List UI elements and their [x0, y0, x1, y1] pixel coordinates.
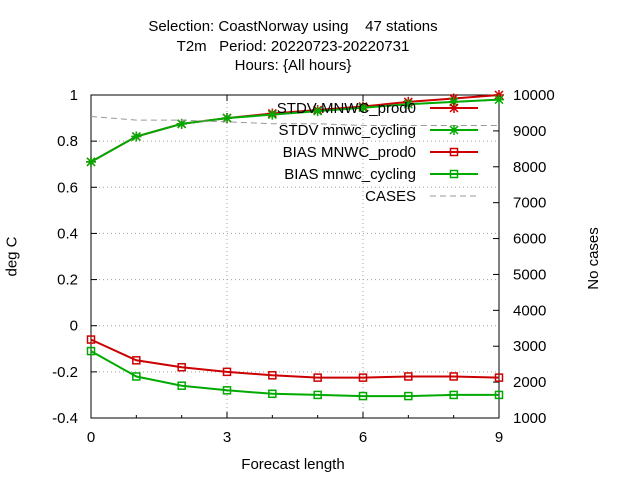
y-tick-label-5: 0.6 — [57, 179, 78, 196]
y-tick-label-1: -0.2 — [52, 364, 78, 381]
series-2-point-3 — [222, 367, 232, 377]
series-3-point-7 — [404, 391, 413, 401]
series-3-point-2 — [177, 381, 186, 390]
y2-axis-label: No cases — [584, 227, 602, 290]
series-1-point-9 — [494, 94, 504, 105]
y2-tick-label-3: 4000 — [513, 302, 546, 319]
y-tick-label-4: 0.4 — [57, 225, 78, 242]
y-tick-label-7: 1 — [70, 87, 78, 104]
legend-label-4: CASES — [365, 188, 416, 205]
series-3-point-6 — [358, 391, 368, 401]
chart-title-line-1: Selection: CoastNorway using 47 stations — [148, 18, 438, 35]
y-tick-label-6: 0.8 — [57, 133, 78, 150]
legend-label-1: STDV mnwc_cycling — [278, 122, 416, 139]
series-3-point-0 — [86, 346, 96, 356]
y-axis-label: deg C — [3, 236, 21, 277]
series-3-point-3 — [222, 386, 232, 395]
y2-tick-label-0: 1000 — [513, 410, 546, 427]
y2-tick-label-6: 7000 — [513, 195, 546, 212]
series-2-point-1 — [132, 356, 141, 365]
x-axis-label: Forecast length — [241, 456, 345, 473]
y2-tick-label-1: 2000 — [513, 374, 546, 391]
chart-title-line-3: Hours: {All hours} — [234, 57, 352, 74]
legend-marker-0 — [449, 103, 459, 113]
y-tick-label-3: 0.2 — [57, 272, 78, 289]
series-2-point-4 — [268, 371, 277, 380]
series-3-point-9 — [494, 390, 504, 400]
series-line-1 — [90, 98, 500, 163]
series-line-3 — [90, 350, 499, 398]
legend-marker-3 — [449, 169, 459, 179]
series-3-point-1 — [132, 372, 141, 381]
y2-tick-label-5: 6000 — [513, 231, 546, 248]
chart-title-line-2: T2m Period: 20220723-20220731 — [176, 38, 410, 55]
y2-tick-label-7: 8000 — [513, 159, 546, 176]
series-1-point-6 — [358, 102, 368, 113]
series-1-point-0 — [86, 156, 96, 167]
series-3-point-4 — [268, 389, 277, 399]
legend-label-0: STDV MNWC_prod0 — [277, 100, 416, 117]
series-line-2 — [90, 338, 500, 379]
legend-marker-1 — [449, 125, 459, 135]
plot-frame — [90, 94, 500, 419]
series-1-point-1 — [131, 131, 142, 142]
legend-label-2: BIAS MNWC_prod0 — [283, 144, 416, 161]
y2-tick-label-4: 5000 — [513, 266, 546, 283]
series-2-point-2 — [177, 362, 186, 372]
series-2-point-0 — [86, 335, 96, 344]
series-1-point-7 — [403, 99, 414, 110]
series-2-point-6 — [358, 373, 368, 382]
series-1-point-4 — [267, 109, 278, 120]
series-1-point-5 — [312, 106, 323, 117]
y2-tick-label-2: 3000 — [513, 338, 546, 355]
legend-label-3: BIAS mnwc_cycling — [284, 166, 416, 183]
legend-marker-2 — [449, 147, 459, 157]
y2-tick-label-8: 9000 — [513, 123, 546, 140]
y-tick-label-0: -0.4 — [52, 410, 78, 427]
x-tick-label-1: 3 — [223, 429, 231, 446]
x-tick-label-0: 0 — [87, 429, 95, 446]
series-line-4 — [90, 116, 499, 126]
x-tick-label-3: 9 — [495, 429, 503, 446]
x-tick-label-2: 6 — [359, 429, 367, 446]
series-3-point-8 — [449, 390, 458, 400]
series-2-point-8 — [449, 372, 458, 381]
y2-tick-label-9: 10000 — [513, 87, 555, 104]
series-2-point-7 — [404, 372, 413, 381]
series-1-point-2 — [176, 118, 187, 129]
series-3-point-5 — [313, 390, 322, 400]
series-1-point-3 — [222, 113, 232, 124]
series-1-point-8 — [448, 96, 459, 107]
series-2-point-5 — [313, 373, 322, 382]
series-2-point-9 — [494, 373, 504, 382]
y-tick-label-2: 0 — [70, 318, 78, 335]
